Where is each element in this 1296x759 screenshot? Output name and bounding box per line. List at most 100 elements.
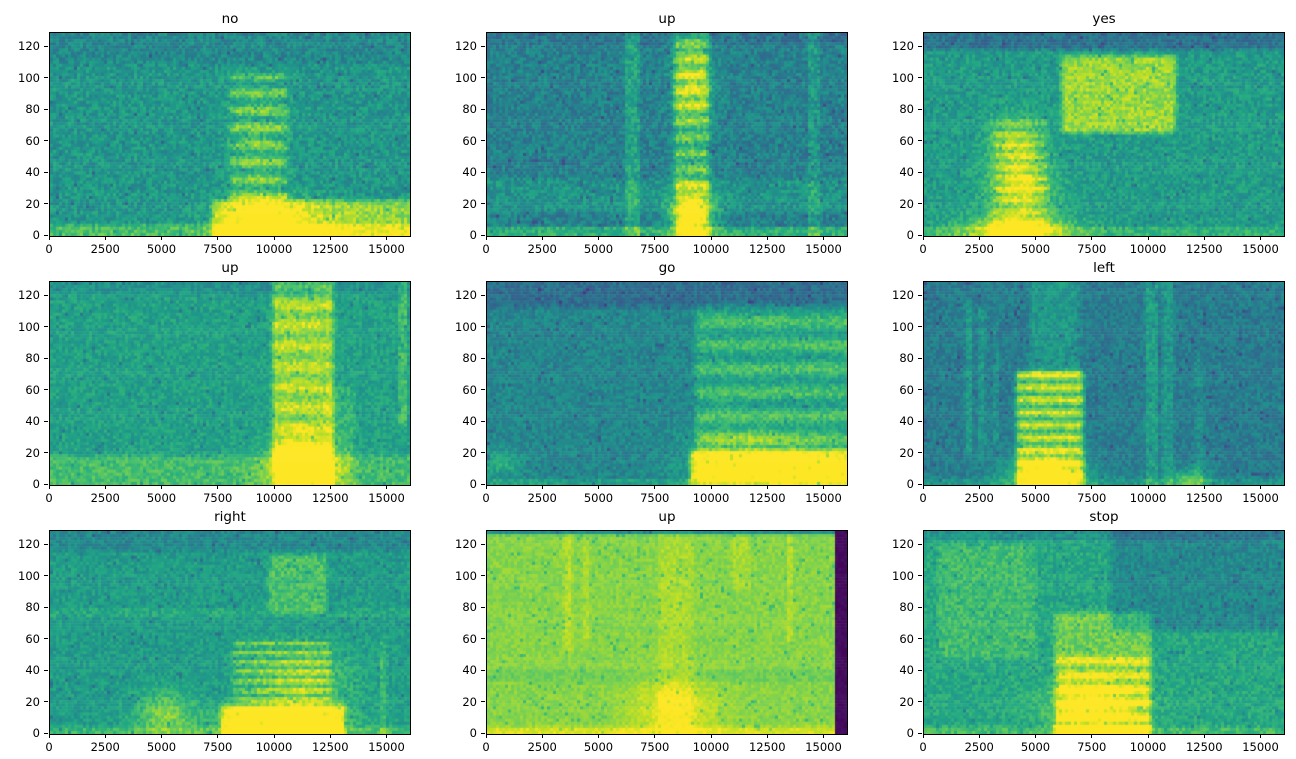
x-tick-mark <box>217 236 219 240</box>
y-tick-label: 0 <box>32 477 40 491</box>
spectrogram-canvas <box>487 282 847 485</box>
y-tick-mark <box>481 234 485 236</box>
x-tick-mark <box>1035 485 1036 489</box>
y-tick-mark <box>481 606 485 608</box>
subplot-title: stop <box>1089 509 1119 525</box>
spectrogram-canvas <box>487 531 847 734</box>
subplot-title: yes <box>1092 11 1116 27</box>
x-tick-mark <box>329 236 331 240</box>
y-tick-mark <box>44 357 48 359</box>
y-tick-mark <box>481 638 485 640</box>
x-tick-mark <box>161 236 162 240</box>
x-tick-label: 2500 <box>964 740 994 754</box>
y-tick-mark <box>481 77 485 79</box>
subplot-title: right <box>214 509 246 525</box>
y-tick-label: 120 <box>18 39 40 54</box>
y-tick-mark <box>44 77 48 79</box>
y-tick-mark <box>44 140 48 142</box>
x-tick-label: 5000 <box>146 740 177 754</box>
y-tick-label: 40 <box>899 414 914 429</box>
y-tick-mark <box>44 45 48 47</box>
y-tick-mark <box>44 326 48 328</box>
x-tick-mark <box>485 485 487 489</box>
x-tick-label: 0 <box>482 491 490 505</box>
y-tick-label: 60 <box>899 133 914 148</box>
x-tick-mark <box>1260 734 1261 738</box>
y-tick-label: 80 <box>462 351 477 366</box>
y-tick-label: 40 <box>25 165 40 180</box>
y-tick-mark <box>44 669 48 671</box>
x-tick-label: 12500 <box>748 740 786 754</box>
x-tick-label: 10000 <box>255 242 293 256</box>
x-tick-label: 15000 <box>1242 242 1279 256</box>
y-tick-mark <box>918 638 922 640</box>
x-tick-label: 7500 <box>640 740 670 754</box>
x-tick-mark <box>978 236 980 240</box>
x-tick-mark <box>823 236 824 240</box>
y-tick-mark <box>44 203 48 205</box>
y-tick-label: 100 <box>18 70 40 85</box>
y-tick-label: 20 <box>462 694 477 709</box>
x-tick-mark <box>1203 236 1205 240</box>
y-tick-mark <box>481 452 485 454</box>
y-tick-mark <box>44 483 48 485</box>
x-tick-mark <box>104 734 106 738</box>
x-tick-mark <box>48 734 50 738</box>
y-tick-label: 80 <box>25 351 40 366</box>
x-tick-label: 2500 <box>964 491 994 505</box>
x-tick-mark <box>710 236 712 240</box>
x-tick-mark <box>386 734 387 738</box>
x-tick-label: 10000 <box>255 491 293 505</box>
y-tick-mark <box>918 357 922 359</box>
subplot-6-left: left 0 2500 5000 7500 10000 12500 15000 0 20 40 60 8… <box>892 260 1285 505</box>
x-tick-label: 15000 <box>805 242 842 256</box>
x-tick-label: 0 <box>919 242 927 256</box>
x-tick-mark <box>273 236 275 240</box>
spectrogram-canvas <box>50 33 410 236</box>
x-tick-label: 0 <box>45 491 53 505</box>
y-tick-label: 20 <box>25 694 40 709</box>
x-tick-label: 7500 <box>640 242 670 256</box>
y-tick-label: 0 <box>906 477 914 491</box>
y-tick-mark <box>44 294 48 296</box>
plot-area <box>923 530 1285 735</box>
x-tick-mark <box>1147 734 1149 738</box>
y-tick-label: 120 <box>18 288 40 303</box>
y-tick-mark <box>44 638 48 640</box>
x-tick-mark <box>1091 236 1093 240</box>
y-tick-label: 120 <box>455 537 477 552</box>
x-tick-label: 12500 <box>1185 740 1223 754</box>
y-tick-mark <box>481 326 485 328</box>
x-tick-label: 7500 <box>203 491 233 505</box>
x-tick-mark <box>823 485 824 489</box>
y-tick-label: 60 <box>462 631 477 646</box>
x-tick-mark <box>48 236 50 240</box>
plot-area <box>486 530 848 735</box>
x-tick-label: 0 <box>919 491 927 505</box>
y-tick-label: 120 <box>455 39 477 54</box>
x-tick-label: 12500 <box>311 491 349 505</box>
y-tick-mark <box>481 420 485 422</box>
x-tick-mark <box>386 236 387 240</box>
y-tick-mark <box>481 669 485 671</box>
y-tick-mark <box>481 732 485 734</box>
x-tick-label: 5000 <box>1020 242 1051 256</box>
x-tick-mark <box>598 485 599 489</box>
y-tick-label: 120 <box>892 39 914 54</box>
y-tick-mark <box>918 701 922 703</box>
y-tick-mark <box>481 389 485 391</box>
y-tick-mark <box>481 294 485 296</box>
x-tick-label: 15000 <box>1242 740 1279 754</box>
x-tick-mark <box>541 734 543 738</box>
y-tick-label: 100 <box>892 70 914 85</box>
plot-area <box>486 281 848 486</box>
y-tick-label: 40 <box>899 165 914 180</box>
y-tick-label: 100 <box>892 319 914 334</box>
y-tick-label: 0 <box>469 228 477 242</box>
subplot-8-up: up 0 2500 5000 7500 10000 12500 15000 0 20 40 60 80 1… <box>455 509 848 754</box>
x-tick-mark <box>329 734 331 738</box>
x-tick-label: 15000 <box>805 491 842 505</box>
x-tick-label: 15000 <box>1242 491 1279 505</box>
spectrogram-canvas <box>924 33 1284 236</box>
x-tick-label: 0 <box>482 740 490 754</box>
